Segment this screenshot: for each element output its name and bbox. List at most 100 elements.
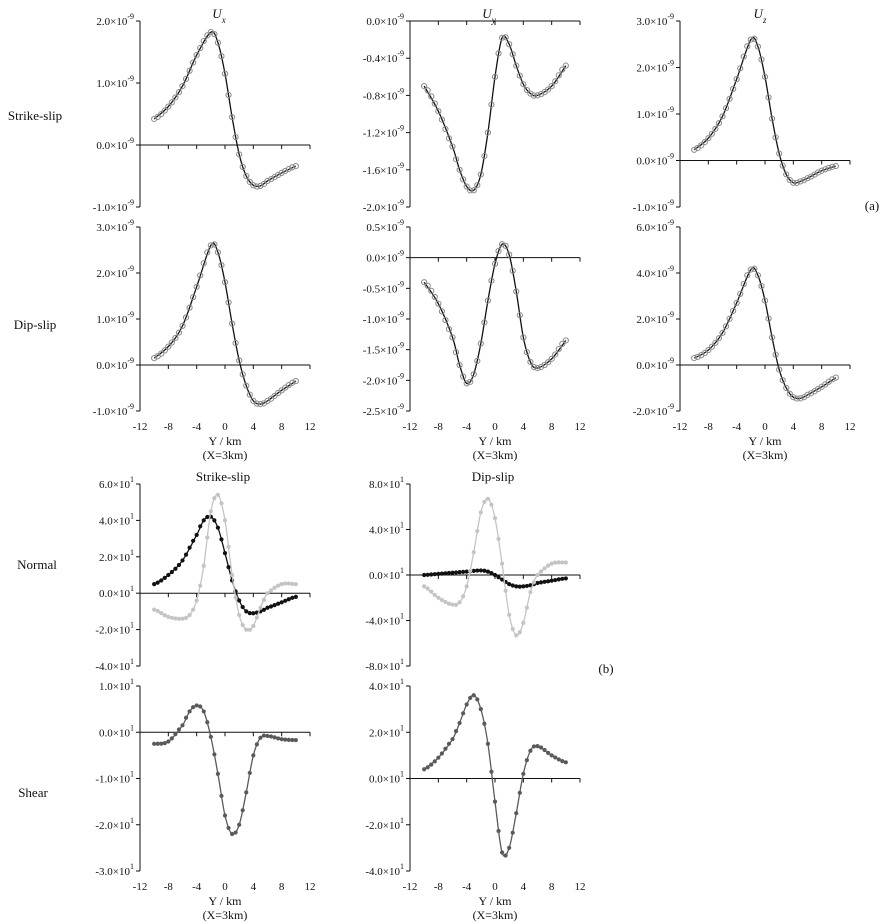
data-point	[290, 581, 295, 586]
x-tick-label: 12	[575, 881, 586, 893]
data-point	[737, 65, 744, 72]
data-point	[276, 601, 281, 606]
series-line	[423, 694, 567, 857]
series-series_dark	[152, 514, 298, 616]
data-point	[482, 721, 487, 726]
data-point	[208, 509, 213, 514]
data-point	[432, 759, 437, 764]
data-point	[226, 825, 231, 831]
data-point	[705, 135, 712, 142]
y-tick-label: 0.0×10-9	[96, 356, 134, 372]
data-point	[535, 744, 540, 749]
data-point	[457, 570, 462, 575]
data-point	[456, 361, 463, 369]
y-tick-label: 0.0×101	[99, 584, 134, 600]
data-point	[208, 734, 213, 739]
data-point	[832, 374, 839, 381]
y-tick-label: 3.0×10-9	[636, 12, 674, 28]
series-Uz	[691, 265, 839, 402]
data-point	[517, 790, 522, 795]
data-point	[198, 583, 203, 588]
data-point	[513, 62, 520, 69]
data-point	[232, 339, 239, 347]
x-tick-label: 4	[251, 881, 257, 893]
data-point	[228, 114, 236, 121]
data-point	[276, 736, 281, 741]
data-point	[754, 272, 762, 279]
data-point	[502, 242, 509, 249]
x-tick-label: -12	[403, 421, 418, 433]
data-point	[793, 179, 800, 186]
data-point	[435, 108, 442, 115]
data-point	[432, 592, 437, 598]
data-point	[786, 390, 793, 397]
data-point	[190, 294, 197, 301]
data-point	[765, 315, 772, 322]
data-point	[521, 620, 526, 625]
data-point	[151, 355, 158, 362]
data-point	[200, 260, 207, 267]
data-point	[265, 733, 270, 739]
series-series_light	[422, 496, 568, 638]
y-tick-label: -2.0×101	[365, 816, 404, 832]
series-line	[153, 515, 297, 614]
data-point	[240, 622, 245, 628]
data-point	[215, 525, 221, 530]
y-tick-label: 8.0×101	[369, 475, 404, 491]
data-point	[531, 580, 537, 585]
data-point	[744, 43, 751, 50]
data-point	[211, 30, 218, 38]
data-point	[737, 290, 744, 297]
series-Ux	[151, 241, 299, 408]
data-point	[214, 39, 222, 46]
data-point	[502, 34, 509, 41]
data-point	[499, 577, 505, 582]
data-point	[439, 571, 444, 576]
data-point	[445, 135, 453, 142]
data-point	[523, 349, 530, 356]
data-point	[538, 580, 544, 585]
y-tick-label: 2.0×10-9	[96, 12, 134, 28]
y-tick-label: 0.0×10-9	[636, 356, 674, 372]
data-point	[694, 353, 701, 360]
data-point	[286, 581, 291, 586]
data-point	[251, 611, 256, 616]
data-point	[467, 378, 474, 385]
data-point	[424, 282, 431, 289]
data-point	[445, 326, 453, 333]
data-point	[161, 347, 168, 354]
y-tick-label: -1.5×10-9	[363, 341, 404, 357]
x-axis-title: Y / km	[209, 434, 243, 448]
x-tick-label: -8	[164, 881, 174, 893]
data-point	[790, 394, 797, 401]
row-label-shear: Shear	[18, 785, 48, 800]
x-tick-label: 8	[279, 421, 285, 433]
chart-strike_uy: 0.0×10-9 -0.4×10-9 -0.8×10-9 -1.2×10-9 -1.6×…	[363, 12, 581, 214]
data-point	[722, 105, 730, 112]
data-point	[552, 78, 559, 85]
y-tick-label: -2.0×10-9	[363, 371, 404, 387]
data-point	[471, 693, 476, 698]
data-point	[740, 280, 747, 288]
data-point	[257, 182, 264, 190]
data-point	[251, 623, 256, 629]
data-point	[438, 116, 445, 123]
data-point	[560, 759, 565, 764]
data-point	[162, 575, 167, 580]
data-point	[464, 702, 469, 707]
data-point	[507, 582, 512, 587]
data-point	[222, 518, 228, 523]
data-point	[524, 758, 529, 763]
data-point	[691, 146, 698, 153]
data-point	[563, 760, 568, 765]
data-point	[562, 337, 569, 344]
data-point	[553, 560, 558, 565]
data-point	[520, 334, 527, 341]
data-point	[180, 558, 185, 563]
data-point	[450, 570, 455, 575]
data-point	[191, 705, 196, 710]
data-point	[237, 822, 242, 827]
data-point	[222, 551, 228, 556]
data-point	[436, 755, 441, 760]
series-series_light	[152, 492, 298, 632]
